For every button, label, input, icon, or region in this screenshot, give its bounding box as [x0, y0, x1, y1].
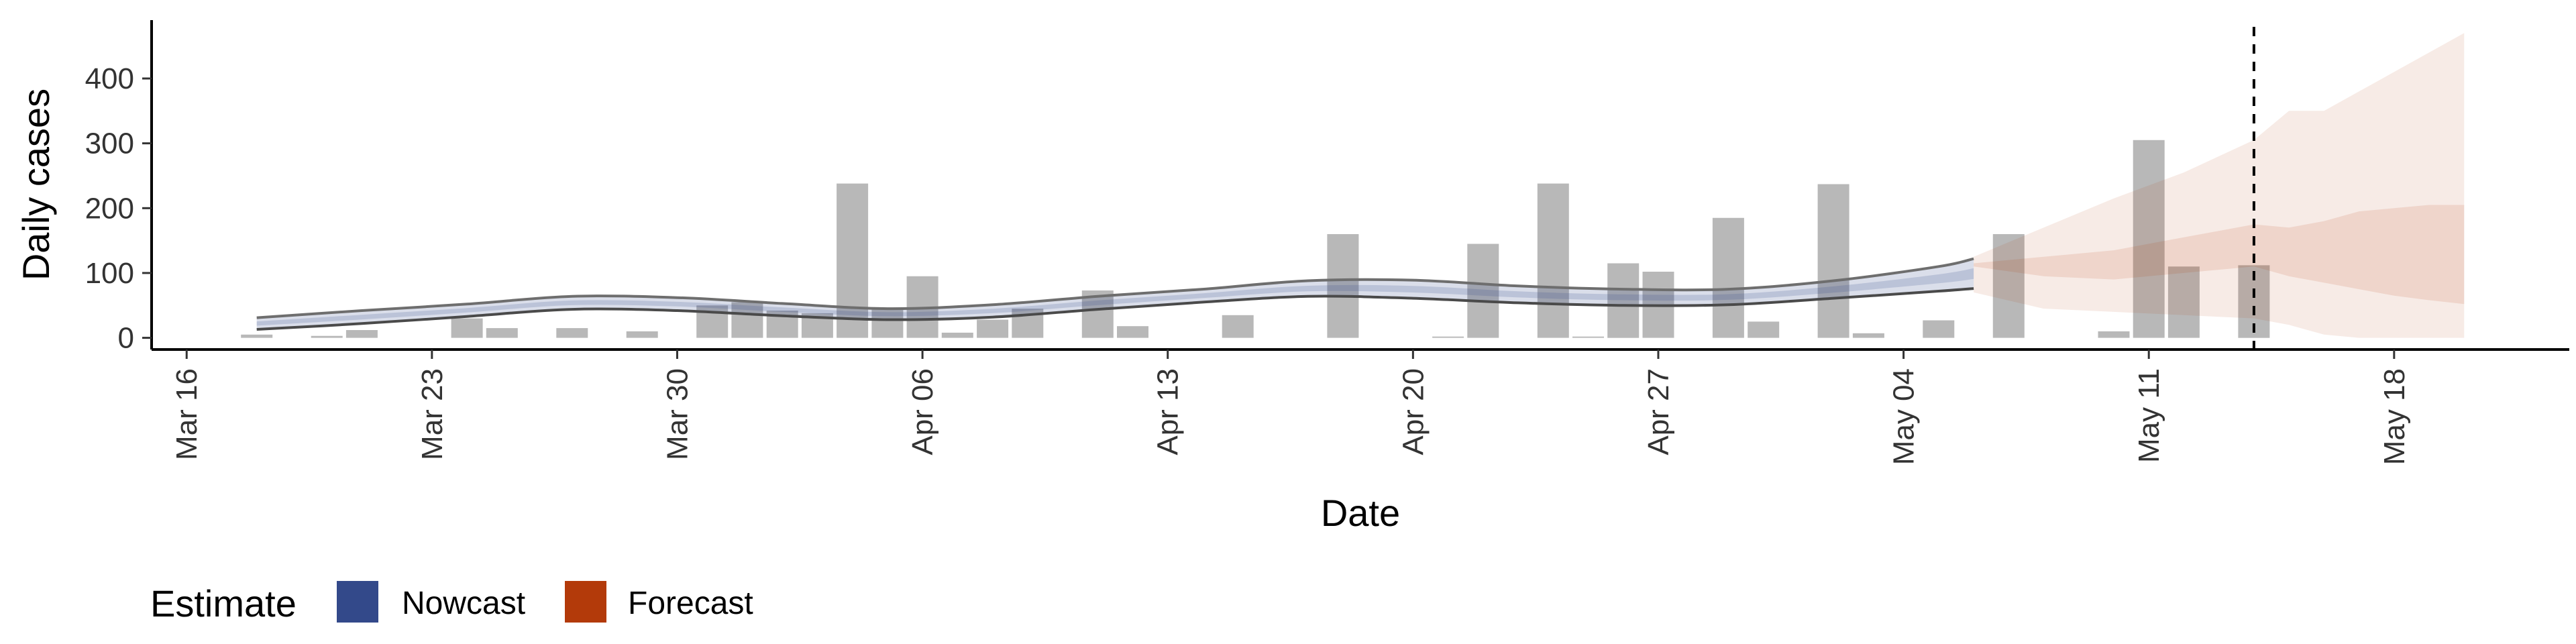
bar-2020-05-03 [1852, 333, 1884, 338]
bar-2020-03-25 [486, 328, 518, 338]
legend-label-nowcast: Nowcast [402, 586, 525, 621]
legend-swatch-forecast [565, 581, 606, 623]
bar-2020-03-27 [556, 328, 588, 338]
bar-2020-05-02 [1817, 184, 1849, 338]
forecast-interval [1974, 33, 2465, 338]
legend-title: Estimate [150, 582, 297, 625]
nowcast-band [256, 257, 1974, 331]
y-axis-title: Daily cases [15, 89, 57, 280]
bar-2020-05-12 [2167, 266, 2200, 338]
x-tick-label: May 04 [1888, 368, 1921, 465]
bar-2020-04-07 [941, 332, 973, 338]
bar-2020-04-12 [1117, 326, 1148, 338]
y-tick-label: 100 [85, 257, 134, 290]
legend-label-forecast: Forecast [628, 586, 753, 621]
x-axis-title: Date [1321, 492, 1400, 534]
x-tick-label: May 18 [2378, 368, 2411, 465]
x-tick-label: Apr 06 [906, 368, 939, 455]
bar-2020-03-21 [345, 330, 378, 338]
nowcast-upper-line [256, 257, 1974, 319]
bar-2020-04-29 [1712, 217, 1744, 338]
bar-2020-04-25 [1572, 336, 1604, 338]
bar-2020-04-24 [1537, 183, 1569, 338]
legend-swatch-nowcast [337, 581, 378, 623]
x-tick-label: Apr 27 [1642, 368, 1675, 455]
x-ticks: Mar 16 Mar 23 Mar 30 Apr 06 Apr 13 Apr 20 Apr … [170, 350, 2411, 465]
forecast-band [1974, 33, 2465, 338]
bar-2020-04-15 [1222, 315, 1254, 338]
bar-2020-04-01 [731, 302, 763, 338]
bar-2020-04-22 [1467, 244, 1499, 338]
reported-cases-bars [241, 140, 2270, 338]
bar-2020-04-18 [1327, 234, 1359, 338]
bar-2020-03-18 [241, 334, 273, 338]
bar-2020-04-05 [871, 309, 904, 338]
x-tick-label: Mar 23 [416, 368, 449, 460]
bar-2020-05-05 [1923, 320, 1955, 338]
y-tick-label: 0 [118, 322, 134, 355]
y-tick-label: 400 [85, 62, 134, 95]
bar-2020-05-11 [2133, 140, 2165, 338]
legend: Estimate Nowcast Forecast [150, 581, 753, 625]
y-tick-label: 200 [85, 192, 134, 225]
bar-2020-03-20 [311, 335, 343, 338]
forecast-inner-interval [1974, 205, 2465, 305]
x-tick-label: Mar 16 [170, 368, 203, 460]
bar-2020-05-07 [1992, 234, 2025, 338]
axes [150, 20, 2569, 351]
bar-2020-04-30 [1748, 321, 1780, 338]
x-tick-label: Apr 20 [1397, 368, 1430, 455]
nowcast-lower-line [256, 287, 1974, 331]
x-tick-label: May 11 [2133, 368, 2165, 463]
bar-2020-04-26 [1607, 263, 1640, 338]
nowcast-inner-interval [256, 268, 1974, 326]
bar-2020-05-10 [2098, 331, 2130, 338]
nowcast-interval [256, 258, 1974, 329]
x-tick-label: Mar 30 [661, 368, 694, 460]
x-tick-label: Apr 13 [1152, 368, 1185, 455]
y-ticks: 0 100 200 300 400 [85, 62, 152, 355]
bar-2020-03-29 [626, 331, 658, 338]
bar-2020-04-21 [1432, 336, 1464, 338]
bar-2020-04-08 [977, 319, 1009, 338]
bar-2020-04-04 [837, 183, 869, 338]
bar-2020-03-24 [451, 318, 483, 338]
y-tick-label: 300 [85, 127, 134, 160]
